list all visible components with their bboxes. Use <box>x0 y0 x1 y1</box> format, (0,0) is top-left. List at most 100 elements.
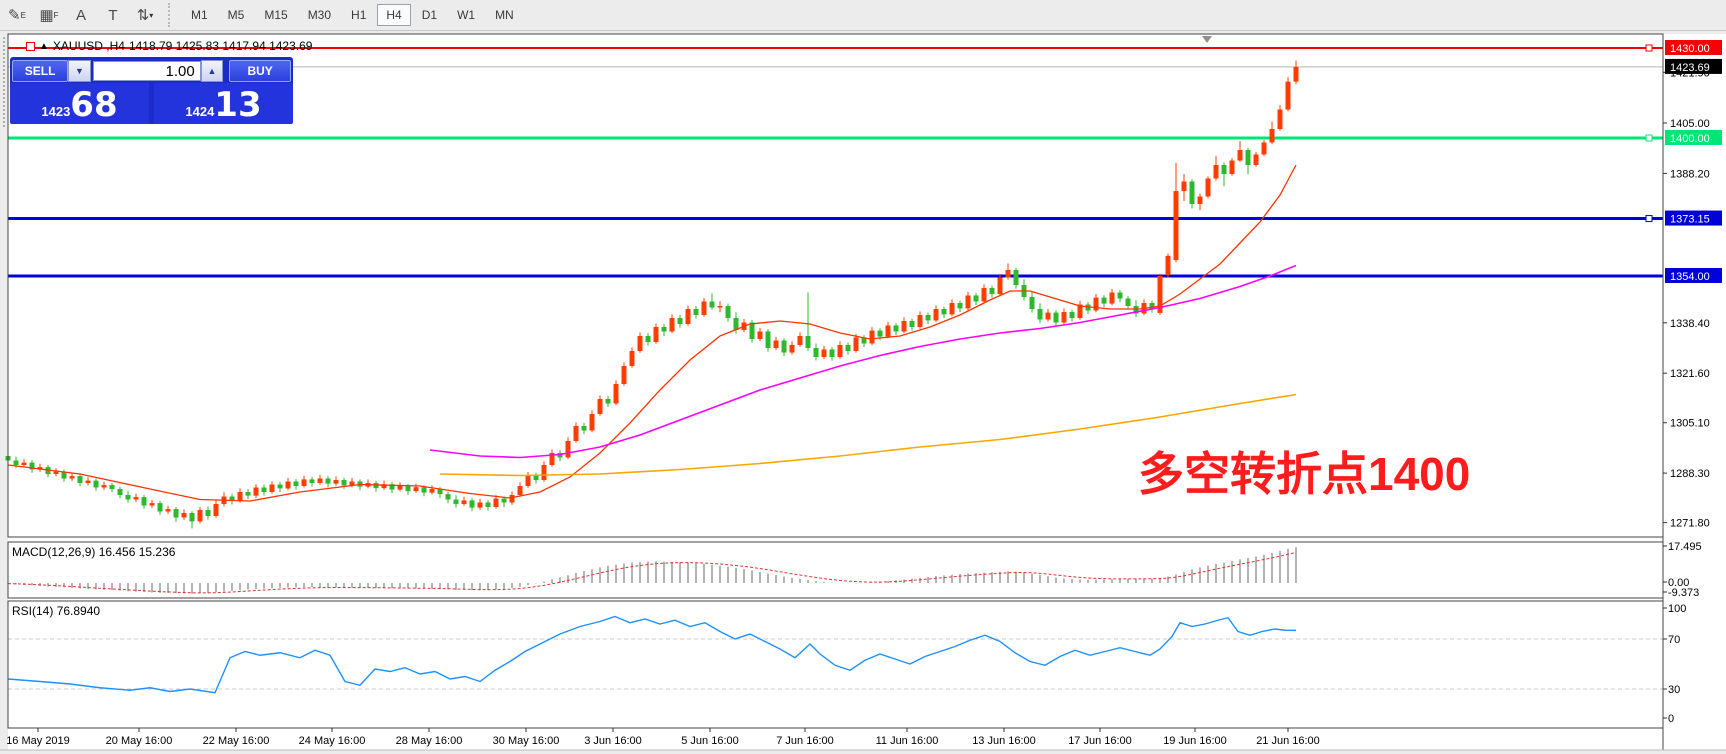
candle-body <box>821 349 827 357</box>
timeframe-mn[interactable]: MN <box>495 8 514 22</box>
candle-body <box>669 318 675 332</box>
window-background <box>8 34 1726 750</box>
candle-body <box>1221 165 1227 174</box>
price-badge-1430.00[interactable] <box>1665 40 1722 55</box>
candle-body <box>829 349 835 357</box>
timeframe-h4[interactable]: H4 <box>377 4 411 26</box>
candle-body <box>397 486 403 490</box>
dock-grip[interactable] <box>3 37 5 127</box>
macd-axis-label: 0.00 <box>1668 577 1689 589</box>
candle-body <box>589 414 595 431</box>
candle-body <box>1037 309 1043 320</box>
candle-body <box>869 330 875 344</box>
rsi-axis-label: 100 <box>1668 603 1686 615</box>
candle-body <box>893 325 899 332</box>
candle-body <box>1093 297 1099 311</box>
price-badge-label: 1400.00 <box>1670 133 1710 145</box>
time-axis-label: 30 May 16:00 <box>493 735 560 747</box>
time-axis-label: 28 May 16:00 <box>396 735 463 747</box>
candle-body <box>573 426 579 441</box>
candle-body <box>861 337 867 344</box>
candle-body <box>813 348 819 357</box>
timeframe-m1[interactable]: M1 <box>191 8 208 22</box>
candle-body <box>21 462 27 465</box>
time-axis-label: 16 May 2019 <box>6 735 70 747</box>
candle-body <box>1277 109 1283 129</box>
hline-handle-icon[interactable] <box>26 41 35 51</box>
timeframe-d1[interactable]: D1 <box>421 8 438 22</box>
timeframe-m30[interactable]: M30 <box>307 8 332 22</box>
timeframe-h1[interactable]: H1 <box>351 8 367 22</box>
candle-body <box>1285 81 1291 110</box>
candle-body <box>1237 150 1243 161</box>
sell-price-main: 1423 <box>41 104 71 119</box>
price-tick-label: 1271.80 <box>1670 518 1710 530</box>
timeframe-m5[interactable]: M5 <box>227 8 245 22</box>
candle-body <box>853 337 859 351</box>
rsi-axis-label: 70 <box>1668 634 1680 646</box>
candle-body <box>525 475 531 486</box>
toolbar-tools: ✎ E ▦ F A T ⇅ ▾ <box>0 3 160 27</box>
price-badge-1423.69[interactable] <box>1665 58 1722 74</box>
price-badge-1354.00[interactable] <box>1665 268 1722 283</box>
hline-handle-1430.00[interactable] <box>1645 44 1653 52</box>
candle-body <box>325 478 331 484</box>
candle-body <box>613 384 619 404</box>
candle-body <box>253 487 259 496</box>
buy-price-main: 1424 <box>185 104 215 119</box>
candle-body <box>837 345 843 357</box>
candle-body <box>709 301 715 308</box>
candle-body <box>581 426 587 431</box>
rsi-line <box>7 615 1297 694</box>
rsi-axis-label: 30 <box>1668 684 1680 696</box>
candle-body <box>173 509 179 518</box>
time-axis-label: 17 Jun 16:00 <box>1068 735 1132 747</box>
candle-body <box>1053 312 1059 323</box>
draw-studies-icon[interactable]: ✎ E <box>8 7 26 24</box>
price-badge-1373.15[interactable] <box>1665 210 1722 226</box>
candle-body <box>685 309 691 324</box>
time-axis-label: 19 Jun 16:00 <box>1163 735 1227 747</box>
candle-body <box>421 487 427 493</box>
timeframe-m15[interactable]: M15 <box>264 8 288 22</box>
candle-body <box>693 309 699 315</box>
candle-body <box>445 494 451 500</box>
candle-body <box>605 399 611 404</box>
candle-body <box>701 301 707 315</box>
candle-body <box>1109 292 1115 304</box>
timeframe-w1[interactable]: W1 <box>457 8 476 22</box>
candle-body <box>485 502 491 507</box>
buy-button[interactable]: BUY <box>229 60 292 82</box>
sell-button[interactable]: SELL <box>12 60 69 82</box>
hline-handle-1400.00[interactable] <box>1645 134 1653 142</box>
candle-body <box>1005 270 1011 278</box>
buy-price-big: 13 <box>214 85 262 125</box>
text-label-tool-icon[interactable]: A <box>75 7 86 24</box>
candle-body <box>909 321 915 327</box>
volume-up-button[interactable]: ▲ <box>200 60 224 82</box>
candle-body <box>429 489 435 493</box>
cycle-arrows-icon[interactable]: ⇅ ▾ <box>136 7 154 24</box>
candle-body <box>765 331 771 348</box>
ohlc-values: 1418.79 1425.83 1417.94 1423.69 <box>128 39 313 53</box>
sell-price-display[interactable]: 1423 68 <box>10 83 149 124</box>
volume-down-button[interactable]: ▼ <box>68 60 91 82</box>
candle-body <box>637 336 643 351</box>
grid-settings-icon[interactable]: ▦ F <box>39 7 59 24</box>
candle-body <box>13 460 19 465</box>
candle-body <box>213 504 219 516</box>
candle-body <box>1293 66 1299 82</box>
volume-input[interactable] <box>92 61 201 81</box>
chart-canvas[interactable]: 1421.901405.001388.201338.401321.601305.… <box>0 31 1726 754</box>
candle-body <box>981 288 987 302</box>
buy-price-display[interactable]: 1424 13 <box>154 83 293 124</box>
price-badge-1400.00[interactable] <box>1665 130 1722 145</box>
candle-body <box>1149 303 1155 309</box>
candle-body <box>301 479 307 486</box>
candle-body <box>293 481 299 486</box>
hline-handle-1373.15[interactable] <box>1645 215 1653 223</box>
timeframe-buttons: M1 M5 M15 M30 H1 H4 D1 W1 MN <box>181 4 524 26</box>
text-box-tool-icon[interactable]: T <box>108 7 118 24</box>
candle-body <box>1205 178 1211 197</box>
candle-body <box>501 498 507 503</box>
